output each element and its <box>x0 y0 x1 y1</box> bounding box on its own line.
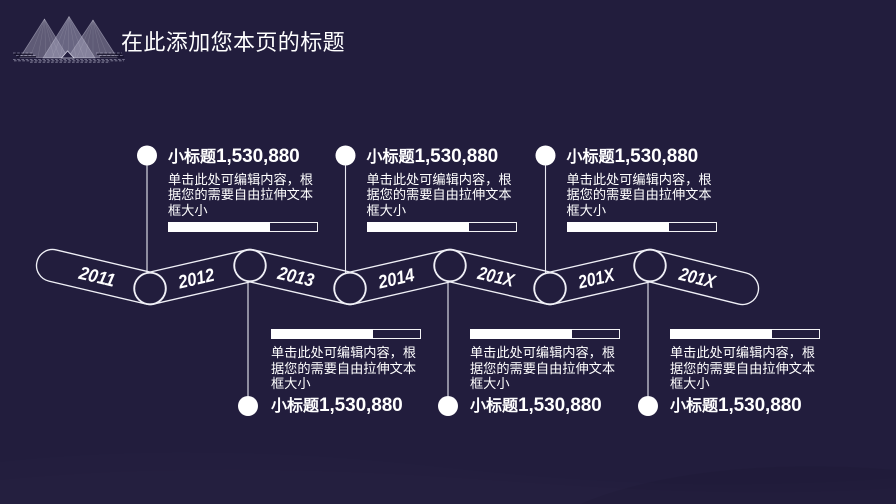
svg-text:2014: 2014 <box>375 264 416 293</box>
svg-text:2013: 2013 <box>275 262 317 291</box>
svg-text:201X: 201X <box>676 263 719 293</box>
svg-text:2012: 2012 <box>175 264 217 293</box>
svg-text:2011: 2011 <box>76 262 117 291</box>
svg-text:201X: 201X <box>475 262 517 291</box>
svg-text:201X: 201X <box>575 264 617 293</box>
